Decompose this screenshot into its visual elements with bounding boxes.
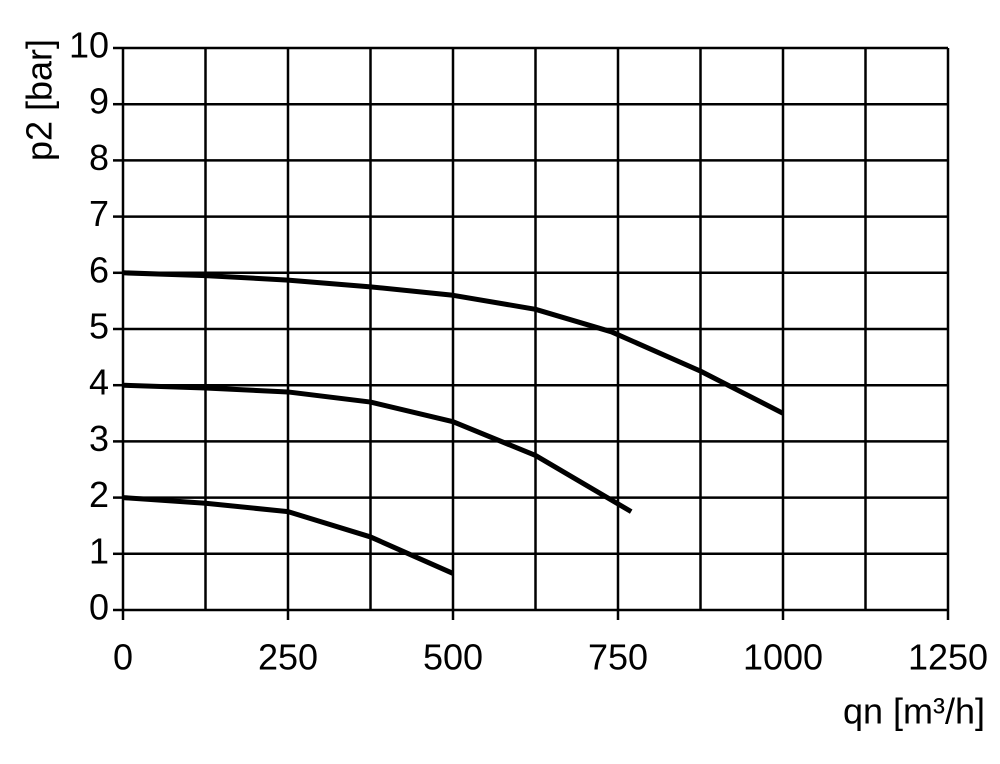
y-tick-label: 0 (89, 587, 109, 628)
y-tick-label: 3 (89, 418, 109, 459)
x-tick-label: 500 (423, 637, 483, 678)
x-tick-label: 1250 (908, 637, 988, 678)
y-tick-label: 9 (89, 81, 109, 122)
x-tick-label: 0 (113, 637, 133, 678)
y-tick-label: 8 (89, 137, 109, 178)
line (122, 270, 785, 416)
x-tick-label: 250 (258, 637, 318, 678)
y-tick-label: 2 (89, 474, 109, 515)
y-axis-label: p2 [bar] (19, 39, 60, 161)
y-tick-label: 1 (89, 530, 109, 571)
y-tick-label: 4 (89, 362, 109, 403)
y-tick-label: 10 (69, 25, 109, 66)
x-tick-label: 1000 (743, 637, 823, 678)
y-tick-label: 6 (89, 249, 109, 290)
line (122, 495, 455, 576)
line (122, 382, 633, 514)
y-tick-label: 5 (89, 306, 109, 347)
x-tick-label: 750 (588, 637, 648, 678)
y-tick-label: 7 (89, 193, 109, 234)
x-axis-label: qn [m³/h] (843, 691, 985, 732)
